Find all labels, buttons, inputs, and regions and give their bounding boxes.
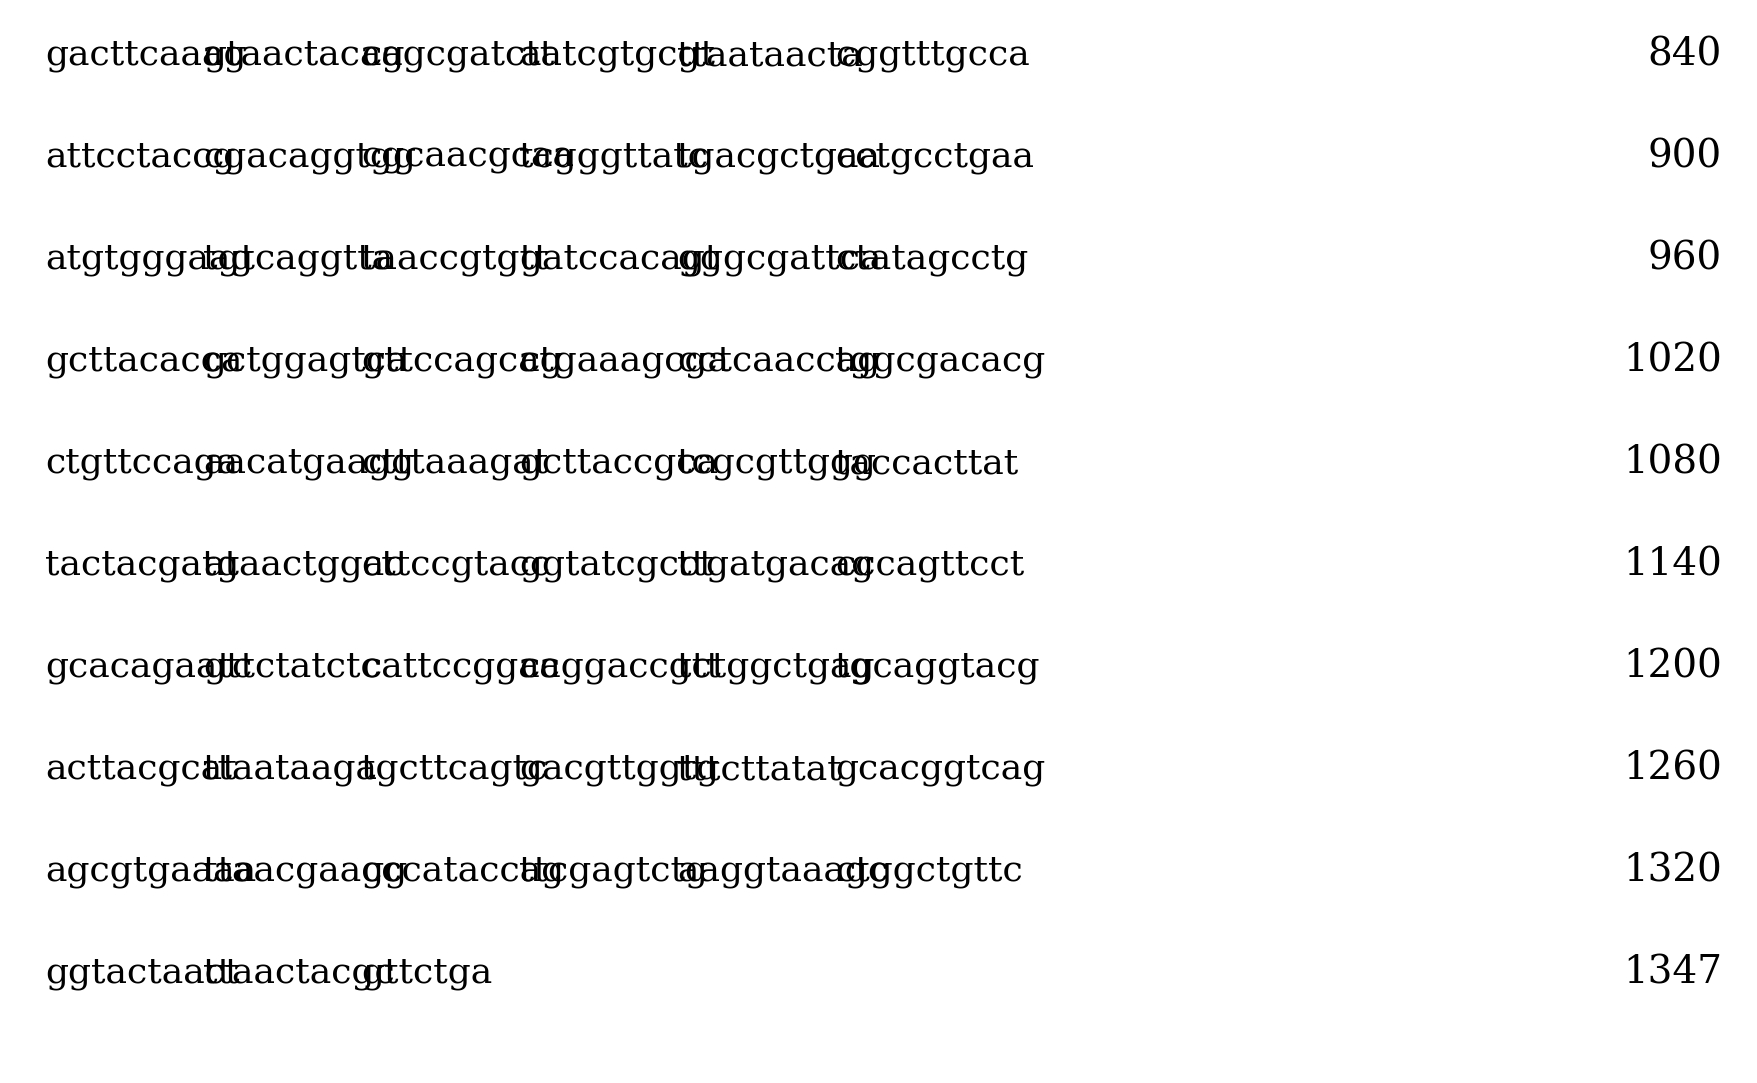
Text: ttaataacta: ttaataacta xyxy=(676,38,863,71)
Text: ggtatcgcct: ggtatcgcct xyxy=(518,548,713,582)
Text: ctggctgttc: ctggctgttc xyxy=(835,854,1023,888)
Text: ctgttccaga: ctgttccaga xyxy=(46,446,239,480)
Text: gcacggtcag: gcacggtcag xyxy=(835,752,1045,786)
Text: tcgcgttggg: tcgcgttggg xyxy=(676,446,877,480)
Text: caggaccgtt: caggaccgtt xyxy=(518,650,720,684)
Text: gatccacagt: gatccacagt xyxy=(518,242,719,276)
Text: atgtgggaag: atgtgggaag xyxy=(46,242,253,276)
Text: cagcgatctt: cagcgatctt xyxy=(360,38,553,71)
Text: 900: 900 xyxy=(1648,139,1722,175)
Text: cgcaacgcaa: cgcaacgcaa xyxy=(360,140,575,174)
Text: tgcaggtacg: tgcaggtacg xyxy=(835,650,1040,684)
Text: aacatgaagg: aacatgaagg xyxy=(204,446,415,480)
Text: ttgatgacag: ttgatgacag xyxy=(676,548,875,582)
Text: tactacgatg: tactacgatg xyxy=(46,548,239,582)
Text: ggtactaact: ggtactaact xyxy=(46,956,239,990)
Text: 960: 960 xyxy=(1648,240,1722,277)
Text: cgacaggtgg: cgacaggtgg xyxy=(204,140,416,174)
Text: 1140: 1140 xyxy=(1623,547,1722,584)
Text: attcctaccg: attcctaccg xyxy=(46,140,235,174)
Text: aaggtaaagc: aaggtaaagc xyxy=(676,854,889,888)
Text: tgacgctgaa: tgacgctgaa xyxy=(676,140,880,174)
Text: gacgttggtg: gacgttggtg xyxy=(518,752,719,786)
Text: tggcgacacg: tggcgacacg xyxy=(835,344,1045,378)
Text: gttctatctc: gttctatctc xyxy=(204,650,381,684)
Text: ctgaaagcga: ctgaaagcga xyxy=(518,344,729,378)
Text: gttccagcag: gttccagcag xyxy=(360,344,562,378)
Text: agcgtgaaaa: agcgtgaaaa xyxy=(46,854,257,888)
Text: tttcttatat: tttcttatat xyxy=(676,752,842,786)
Text: ttaacgaagg: ttaacgaagg xyxy=(204,854,408,888)
Text: cccataccag: cccataccag xyxy=(360,854,564,888)
Text: 1320: 1320 xyxy=(1623,852,1722,889)
Text: tctggctgag: tctggctgag xyxy=(676,650,875,684)
Text: aatcgtgcgt: aatcgtgcgt xyxy=(518,38,715,71)
Text: tgtcaggtta: tgtcaggtta xyxy=(204,242,394,276)
Text: cattccggac: cattccggac xyxy=(360,650,560,684)
Text: 1347: 1347 xyxy=(1623,954,1722,992)
Text: taccacttat: taccacttat xyxy=(835,446,1019,480)
Text: ctatagcctg: ctatagcctg xyxy=(835,242,1028,276)
Text: 1080: 1080 xyxy=(1623,444,1722,482)
Text: acttacgcat: acttacgcat xyxy=(46,752,237,786)
Text: gtaactacag: gtaactacag xyxy=(204,38,404,71)
Text: ataactggac: ataactggac xyxy=(204,548,404,582)
Text: cggtttgcca: cggtttgcca xyxy=(835,38,1030,71)
Text: gacttcaaag: gacttcaaag xyxy=(46,38,246,71)
Text: tgcttcagtc: tgcttcagtc xyxy=(360,752,546,786)
Text: cttccgtacc: cttccgtacc xyxy=(360,548,550,582)
Text: cccagttcct: cccagttcct xyxy=(835,548,1024,582)
Text: gcttacacca: gcttacacca xyxy=(46,344,242,378)
Text: gcacagaatc: gcacagaatc xyxy=(46,650,253,684)
Text: 840: 840 xyxy=(1648,37,1722,74)
Text: tcgggttatc: tcgggttatc xyxy=(518,140,708,174)
Text: cctcaaccag: cctcaaccag xyxy=(676,344,880,378)
Text: cctgcctgaa: cctgcctgaa xyxy=(835,140,1035,174)
Text: gggcgattca: gggcgattca xyxy=(676,242,882,276)
Text: gttctga: gttctga xyxy=(360,956,492,990)
Text: ttaactacgc: ttaactacgc xyxy=(204,956,395,990)
Text: ttaataaga: ttaataaga xyxy=(204,752,378,786)
Text: gcttaccgca: gcttaccgca xyxy=(518,446,719,480)
Text: 1020: 1020 xyxy=(1623,342,1722,379)
Text: ttcgagtctg: ttcgagtctg xyxy=(518,854,708,888)
Text: 1200: 1200 xyxy=(1623,649,1722,686)
Text: ctttaaagat: ctttaaagat xyxy=(360,446,548,480)
Text: gctggagtca: gctggagtca xyxy=(204,344,408,378)
Text: 1260: 1260 xyxy=(1623,751,1722,787)
Text: taaccgtgtt: taaccgtgtt xyxy=(360,242,548,276)
